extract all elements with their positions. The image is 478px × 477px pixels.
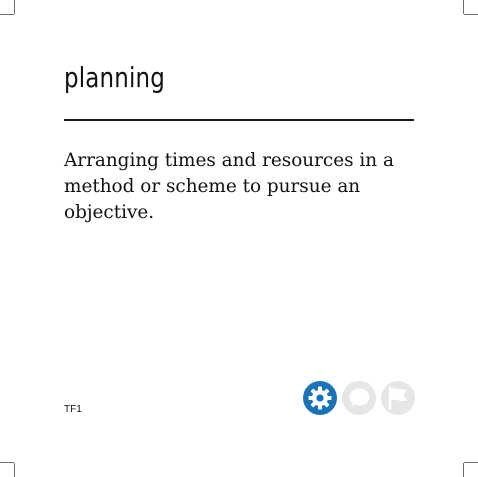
card-code: TF1 (64, 404, 82, 415)
flag-icon[interactable] (380, 380, 416, 416)
crop-mark-bottom-left (14, 463, 15, 477)
crop-mark-bottom-left-h (0, 462, 14, 463)
term-definition: Arranging times and resources in a metho… (64, 150, 394, 223)
crop-mark-top-right-h (464, 14, 478, 15)
gear-icon[interactable] (302, 380, 338, 416)
speech-bubble-icon[interactable] (341, 380, 377, 416)
title-divider (64, 119, 414, 121)
category-icons (302, 380, 416, 416)
crop-mark-top-left-h (0, 14, 14, 15)
crop-mark-top-left (14, 0, 15, 14)
crop-mark-bottom-right (463, 463, 464, 477)
crop-mark-bottom-right-h (464, 462, 478, 463)
term-title: planning (64, 61, 165, 94)
crop-mark-top-right (463, 0, 464, 14)
